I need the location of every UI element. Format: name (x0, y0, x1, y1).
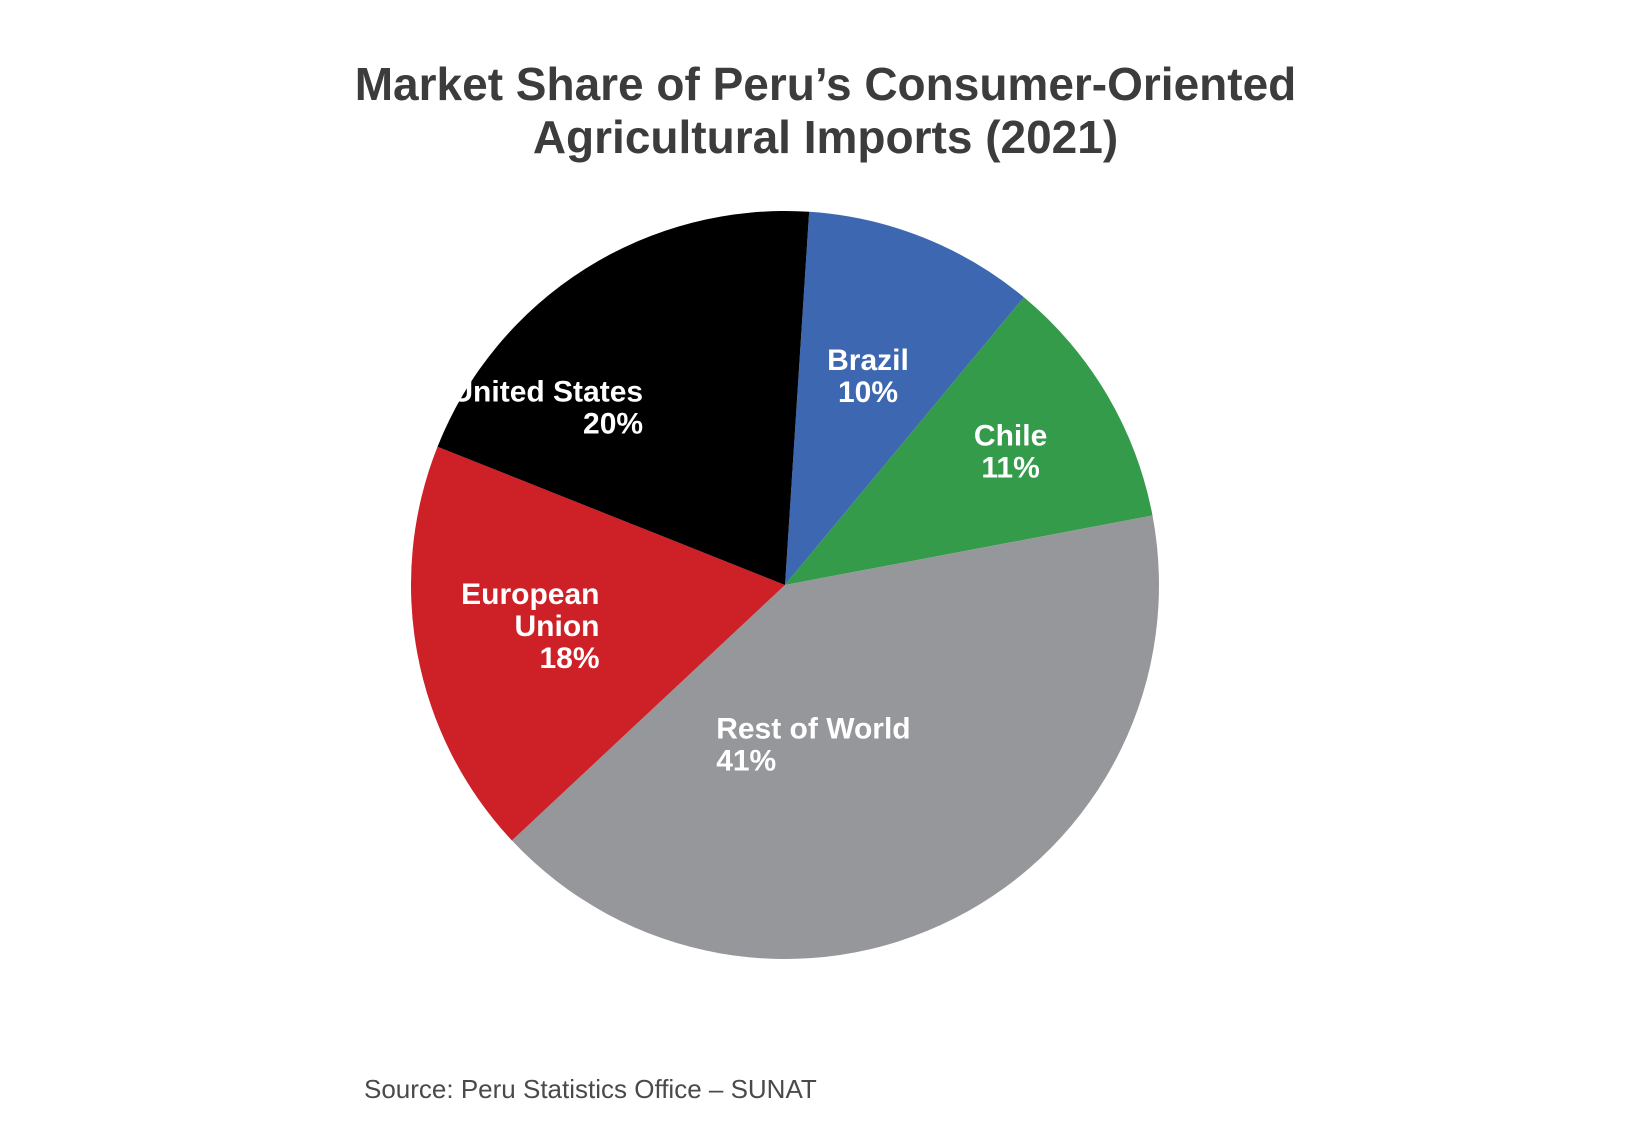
pie-slice-rest-of-world (511, 515, 1160, 959)
pie-slice-chile (785, 297, 1153, 585)
data-label-rest-of-world: 41% (716, 745, 776, 778)
slice-name-rest-of-world: Rest of World (716, 713, 910, 746)
slice-name-united-states: United States (451, 376, 643, 409)
pie-slice-brazil (785, 211, 1024, 585)
chart-title-line-1: Market Share of Peru’s Consumer-Oriented (354, 58, 1297, 110)
pie-slices (410, 210, 1160, 959)
slice-name-chile: Chile (974, 420, 1047, 453)
data-label-chile: 11% (981, 452, 1039, 485)
slice-name-european-union: Union (515, 610, 600, 643)
data-label-united-states: 20% (583, 408, 643, 441)
chart-title: Market Share of Peru’s Consumer-Oriented… (0, 58, 1651, 164)
slice-name-brazil: Brazil (827, 344, 909, 377)
pie-slice-european-union (410, 446, 785, 841)
source-note: Source: Peru Statistics Office – SUNAT (364, 1074, 817, 1104)
chart-title-line-2: Agricultural Imports (2021) (532, 111, 1119, 163)
data-label-european-union: 18% (539, 642, 599, 675)
data-label-brazil: 10% (838, 376, 898, 409)
slice-name-european-union: European (461, 578, 599, 611)
pie-slice-united-states (437, 210, 810, 585)
